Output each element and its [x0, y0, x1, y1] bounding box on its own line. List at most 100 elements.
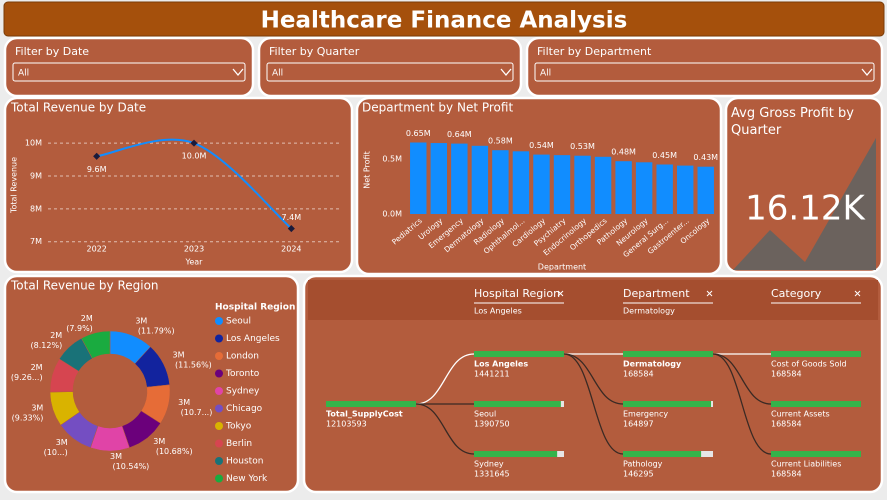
filter-dropdown[interactable] — [266, 62, 514, 82]
bar — [615, 161, 632, 214]
tree-node-label: Current Assets — [771, 410, 830, 419]
data-label: 3M (10.7...) — [178, 398, 212, 417]
legend-swatch — [215, 474, 223, 483]
bar — [492, 150, 509, 214]
data-label: 3M (10.68%) — [153, 437, 192, 456]
dropdown-chevron — [500, 68, 512, 77]
tree-bar — [623, 401, 712, 407]
data-label: 2M (8.12%) — [28, 330, 62, 349]
data-label: 3M (9.33%) — [9, 403, 43, 422]
point — [190, 139, 198, 147]
tree-node-value: 1331645 — [474, 470, 510, 479]
tree-bar — [474, 451, 558, 457]
tree-column-selection: Dermatology — [623, 307, 675, 316]
bar — [635, 162, 653, 214]
legend-label: Berlin — [226, 439, 252, 449]
tree-node-label: Emergency — [623, 410, 668, 419]
data-label: 10.0M — [182, 152, 207, 161]
data-label: 0.54M — [529, 141, 554, 150]
x-axis-label: Department — [538, 263, 586, 272]
y-tick-label: 9M — [30, 172, 42, 181]
data-label: 0.48M — [611, 148, 636, 157]
legend-label: Chicago — [226, 404, 263, 414]
legend-label: Toronto — [225, 369, 260, 379]
tree-node-value: 164897 — [623, 420, 654, 429]
bar — [512, 151, 530, 214]
tree-bar — [474, 351, 564, 357]
legend-label: Los Angeles — [226, 334, 280, 344]
data-label: 0.53M — [570, 142, 595, 151]
tree-column-title: Category — [771, 287, 822, 300]
tree-column-title: Hospital Region — [474, 287, 560, 300]
close-icon[interactable] — [706, 290, 713, 297]
dropdown-chevron — [861, 68, 873, 77]
data-label: 3M (11.79%) — [135, 316, 174, 335]
kpi-decoration — [733, 138, 876, 270]
legend-label: Sydney — [226, 387, 260, 397]
tree-link — [563, 353, 624, 455]
data-label: 3M (11.56%) — [173, 350, 212, 369]
legend-swatch — [215, 404, 223, 413]
close-icon[interactable] — [854, 290, 861, 297]
x-tick-label: 2023 — [184, 245, 204, 254]
legend-swatch — [215, 352, 223, 360]
filter-dropdown[interactable] — [534, 62, 875, 82]
data-label: 2M (9.26...) — [8, 363, 42, 382]
data-label: 2M (7.9%) — [64, 314, 93, 333]
data-label: 0.45M — [652, 151, 677, 160]
y-axis-label: Net Profit — [363, 151, 372, 188]
tree-link — [563, 353, 624, 405]
chart-title: Department by Net Profit — [362, 101, 513, 115]
tree-node-label: Cost of Goods Sold — [771, 360, 847, 369]
legend-swatch — [215, 439, 223, 448]
filter-label: Filter by Department — [537, 45, 652, 58]
y-tick-label: 0.5M — [382, 155, 402, 164]
bar — [451, 143, 468, 214]
y-tick-label: 8M — [30, 204, 42, 213]
tree-node-value: 168584 — [771, 420, 802, 429]
legend-label: New York — [226, 474, 268, 484]
x-tick-label: 2022 — [86, 245, 106, 254]
tree-bar — [771, 351, 861, 357]
data-label: 0.64M — [447, 130, 472, 139]
tree-node-value: 12103593 — [326, 420, 367, 429]
legend-label: Houston — [226, 457, 263, 467]
filter-dropdown[interactable] — [12, 62, 246, 82]
legend-swatch — [215, 369, 223, 378]
tree-link — [415, 403, 475, 455]
bar — [594, 156, 612, 214]
kpi-value: 16.12K — [745, 189, 866, 229]
bar — [656, 164, 673, 214]
chart-title: Total Revenue by Date — [10, 101, 146, 115]
bar — [430, 143, 448, 214]
tree-column-selection: Los Angeles — [474, 307, 522, 316]
chart-title: Total Revenue by Region — [10, 279, 159, 293]
bar — [410, 142, 427, 214]
tree-link — [712, 353, 772, 405]
tree-node-value: 146295 — [623, 470, 654, 479]
tree-node-value: 1390750 — [474, 420, 510, 429]
bar — [676, 165, 694, 214]
data-label: 3M (10...) — [41, 437, 68, 456]
legend-label: Seoul — [226, 317, 251, 327]
tree-panel — [302, 274, 884, 494]
legend-label: London — [226, 352, 259, 362]
point — [287, 225, 295, 233]
filter-value: All — [540, 69, 551, 79]
tree-bar — [771, 451, 861, 457]
kpi-title: Avg Gross Profit by Quarter — [731, 106, 854, 138]
tree-node-value: 168584 — [623, 370, 654, 379]
line-panel — [3, 96, 354, 274]
close-icon[interactable] — [557, 290, 564, 297]
tree-bar — [326, 401, 416, 407]
title-banner — [3, 1, 885, 37]
data-label: 0.65M — [406, 129, 431, 138]
page-title: Healthcare Finance Analysis — [261, 8, 628, 34]
tree-node-label: Dermatology — [623, 360, 682, 369]
legend-title: Hospital Region — [215, 303, 295, 313]
data-label: 0.58M — [488, 137, 513, 146]
bar — [697, 166, 714, 214]
filter-label: Filter by Date — [15, 45, 89, 58]
filter-label: Filter by Quarter — [269, 45, 360, 58]
data-label: 9.6M — [87, 165, 107, 174]
